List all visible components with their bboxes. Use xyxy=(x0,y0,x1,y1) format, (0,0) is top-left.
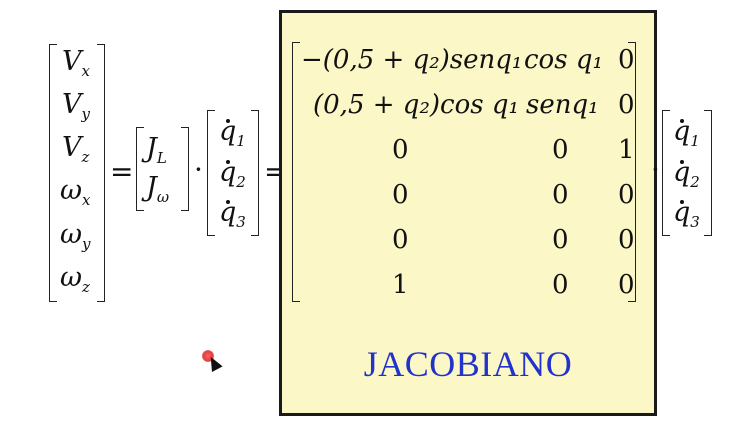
vz: Vz xyxy=(62,132,90,166)
j-linear: JL xyxy=(146,133,167,167)
qdot-1-right: q1 xyxy=(673,116,700,150)
jacobian-label: JACOBIANO xyxy=(363,344,573,384)
j-cell-3-1: 0 xyxy=(392,135,409,165)
qdot-3-right: q3 xyxy=(673,197,700,231)
j-cell-6-3: 0 xyxy=(618,270,635,300)
right-bracket xyxy=(251,110,259,236)
j-cell-5-2: 0 xyxy=(552,225,569,255)
j-cell-4-1: 0 xyxy=(392,180,409,210)
qdot-2-right: q2 xyxy=(673,157,700,191)
j-cell-2-1: (0,5 + q₂)cos q₁ xyxy=(313,90,519,120)
j-angular: Jω xyxy=(146,172,170,206)
left-bracket xyxy=(136,127,144,211)
j-cell-3-3: 1 xyxy=(618,135,635,165)
right-bracket xyxy=(704,110,712,236)
j-cell-2-2: senq₁ xyxy=(526,90,599,120)
dot-operator: · xyxy=(194,153,203,186)
right-bracket xyxy=(628,42,636,302)
j-cell-4-2: 0 xyxy=(552,180,569,210)
j-cell-1-2: cos q₁ xyxy=(524,45,603,75)
j-cell-5-1: 0 xyxy=(392,225,409,255)
j-cell-6-1: 1 xyxy=(392,270,409,300)
right-bracket xyxy=(97,44,105,302)
j-cell-5-3: 0 xyxy=(618,225,635,255)
vy: Vy xyxy=(62,89,90,123)
wx: ωx xyxy=(60,175,91,209)
j-cell-3-2: 0 xyxy=(552,135,569,165)
left-bracket xyxy=(292,42,300,302)
dot-operator-2: · xyxy=(651,153,660,186)
left-bracket xyxy=(49,44,57,302)
left-bracket xyxy=(207,110,215,236)
cursor-highlight xyxy=(202,350,214,362)
qdot-1: q1 xyxy=(219,116,246,150)
right-bracket xyxy=(181,127,189,211)
equals-sign: = xyxy=(110,155,134,188)
j-cell-1-1: −(0,5 + q₂)senq₁ xyxy=(301,45,523,75)
vx: Vx xyxy=(62,46,90,80)
left-bracket xyxy=(662,110,670,236)
j-cell-4-3: 0 xyxy=(618,180,635,210)
qdot-3: q3 xyxy=(219,197,246,231)
wz: ωz xyxy=(60,262,90,296)
j-cell-6-2: 0 xyxy=(552,270,569,300)
j-cell-1-3: 0 xyxy=(618,45,635,75)
wy: ωy xyxy=(60,219,91,253)
j-cell-2-3: 0 xyxy=(618,90,635,120)
jacobian-box xyxy=(279,10,657,416)
qdot-2: q2 xyxy=(219,157,246,191)
